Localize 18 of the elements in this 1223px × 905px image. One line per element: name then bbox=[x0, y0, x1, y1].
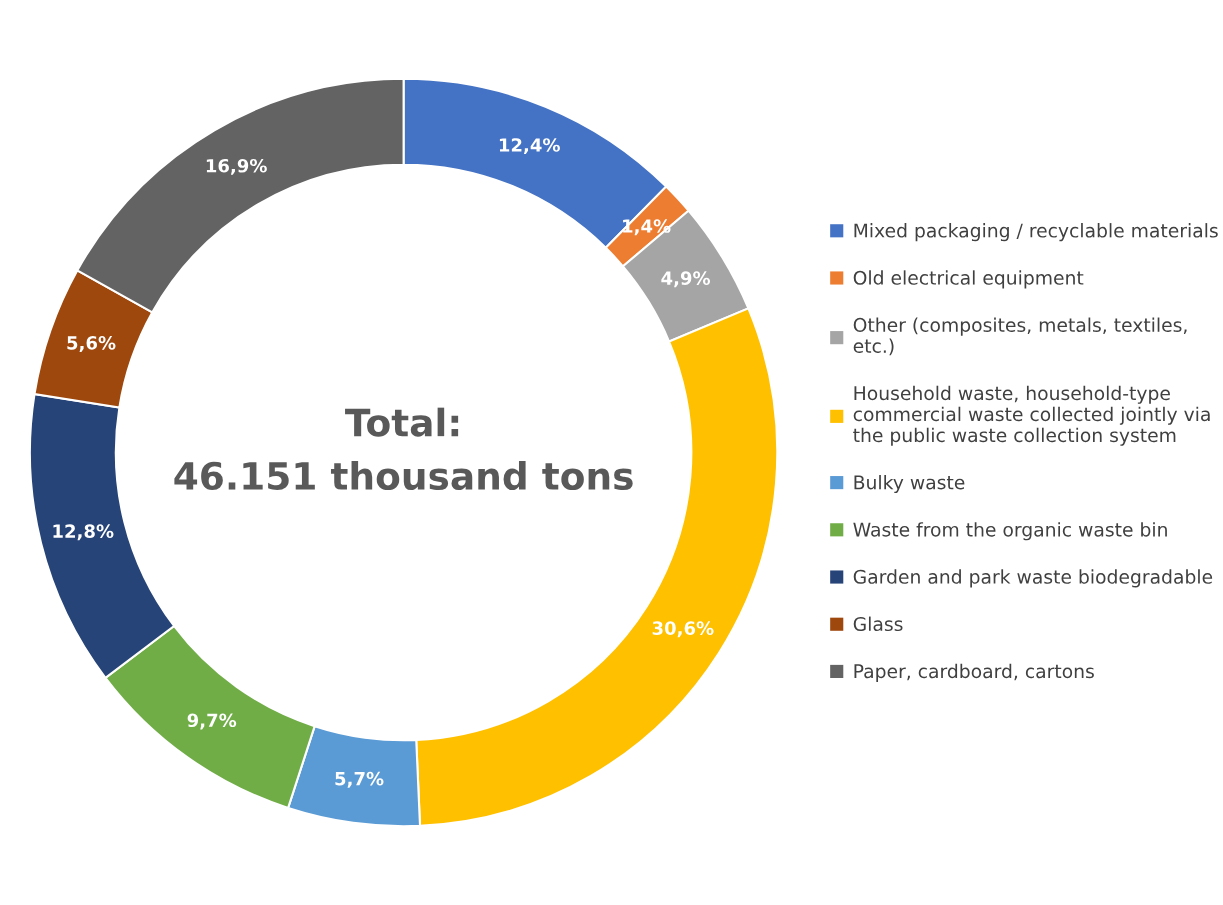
data-label: 9,7% bbox=[187, 713, 237, 730]
legend-label: Old electrical equipment bbox=[853, 270, 1084, 289]
legend-label: Paper, cardboard, cartons bbox=[854, 663, 1094, 682]
legend-label: Household waste, household-type commercial waste collected jointly via the public waste collection system bbox=[853, 385, 1210, 446]
data-label: 5,6% bbox=[67, 335, 116, 352]
legend-label: Garden and park waste biodegradable bbox=[853, 569, 1213, 588]
data-label: 4,9% bbox=[661, 271, 711, 288]
data-label: 12,4% bbox=[499, 138, 560, 155]
legend-label: Other (composites, metals, textiles, etc.) bbox=[853, 317, 1187, 356]
data-label: 5,7% bbox=[335, 771, 384, 788]
legend-label: Mixed packaging / recyclable materials bbox=[854, 223, 1218, 242]
data-label: 16,9% bbox=[206, 158, 267, 175]
data-label: 12,8% bbox=[53, 524, 114, 541]
text: Total: 46.151 thousand tons bbox=[174, 407, 633, 491]
data-label: 30,6% bbox=[652, 621, 714, 638]
legend-label: Waste from the organic waste bin bbox=[853, 522, 1167, 541]
legend-label: Bulky waste bbox=[854, 474, 965, 494]
legend-label: Glass bbox=[853, 616, 903, 632]
